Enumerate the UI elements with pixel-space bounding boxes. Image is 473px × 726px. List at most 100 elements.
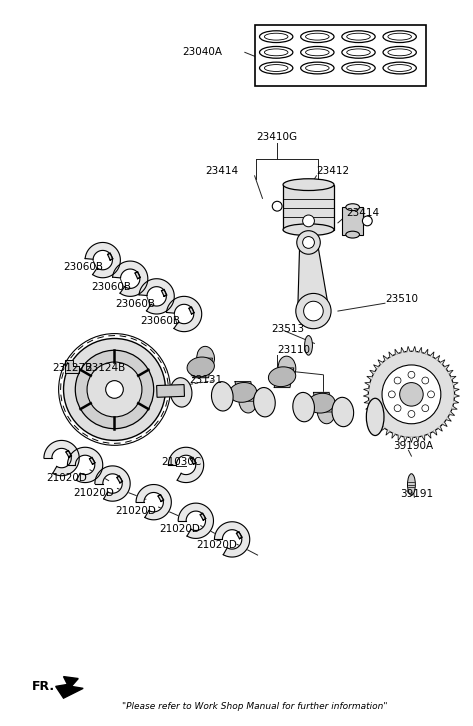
Circle shape bbox=[63, 338, 166, 441]
Ellipse shape bbox=[388, 65, 412, 71]
Ellipse shape bbox=[260, 62, 293, 74]
Polygon shape bbox=[433, 430, 437, 435]
Circle shape bbox=[304, 301, 323, 321]
Ellipse shape bbox=[347, 49, 370, 56]
Polygon shape bbox=[214, 522, 250, 557]
Polygon shape bbox=[370, 370, 375, 374]
Polygon shape bbox=[422, 436, 425, 441]
Polygon shape bbox=[113, 261, 148, 296]
Polygon shape bbox=[419, 347, 422, 353]
Polygon shape bbox=[410, 438, 413, 442]
Ellipse shape bbox=[347, 65, 370, 71]
Polygon shape bbox=[364, 400, 369, 404]
Ellipse shape bbox=[260, 30, 293, 43]
Polygon shape bbox=[442, 422, 447, 426]
Polygon shape bbox=[416, 437, 419, 442]
Text: 23110: 23110 bbox=[277, 346, 310, 355]
Circle shape bbox=[422, 405, 429, 412]
Polygon shape bbox=[190, 457, 196, 464]
Ellipse shape bbox=[383, 46, 416, 58]
Ellipse shape bbox=[346, 204, 359, 211]
Circle shape bbox=[382, 365, 441, 424]
Ellipse shape bbox=[239, 389, 257, 413]
Ellipse shape bbox=[170, 378, 192, 407]
Polygon shape bbox=[401, 347, 404, 353]
Text: 21020D: 21020D bbox=[46, 473, 87, 483]
Polygon shape bbox=[378, 360, 383, 364]
Ellipse shape bbox=[278, 356, 296, 380]
Polygon shape bbox=[449, 412, 455, 415]
Polygon shape bbox=[368, 412, 373, 415]
Polygon shape bbox=[407, 346, 410, 351]
Polygon shape bbox=[136, 484, 171, 520]
Circle shape bbox=[400, 383, 423, 406]
Polygon shape bbox=[413, 346, 416, 351]
Polygon shape bbox=[158, 494, 164, 502]
Polygon shape bbox=[454, 400, 459, 404]
Polygon shape bbox=[189, 307, 194, 314]
Circle shape bbox=[408, 371, 415, 378]
Circle shape bbox=[296, 293, 331, 329]
Circle shape bbox=[87, 362, 142, 417]
Polygon shape bbox=[298, 242, 329, 311]
Polygon shape bbox=[454, 388, 459, 391]
Polygon shape bbox=[452, 407, 457, 409]
Text: 23060B: 23060B bbox=[115, 299, 156, 309]
Polygon shape bbox=[274, 368, 294, 388]
Ellipse shape bbox=[264, 33, 288, 40]
Polygon shape bbox=[448, 370, 453, 374]
Polygon shape bbox=[44, 441, 79, 476]
Circle shape bbox=[408, 410, 415, 417]
Ellipse shape bbox=[301, 62, 334, 74]
Ellipse shape bbox=[264, 49, 288, 56]
Text: 23410G: 23410G bbox=[257, 131, 298, 142]
Ellipse shape bbox=[301, 30, 334, 43]
Polygon shape bbox=[66, 451, 71, 457]
Ellipse shape bbox=[293, 393, 315, 422]
Text: 23040A: 23040A bbox=[182, 47, 222, 57]
Ellipse shape bbox=[305, 335, 313, 355]
Polygon shape bbox=[168, 447, 204, 483]
Ellipse shape bbox=[307, 393, 335, 413]
Polygon shape bbox=[372, 417, 377, 421]
Polygon shape bbox=[398, 436, 401, 441]
Text: 23060B: 23060B bbox=[91, 282, 131, 292]
Bar bbox=[254, 25, 426, 86]
Text: 23510: 23510 bbox=[385, 294, 418, 304]
Circle shape bbox=[368, 351, 455, 438]
Polygon shape bbox=[451, 376, 456, 380]
Ellipse shape bbox=[260, 46, 293, 58]
Polygon shape bbox=[455, 394, 459, 397]
Text: 23127B: 23127B bbox=[52, 363, 92, 373]
Circle shape bbox=[362, 216, 372, 226]
Text: 23124B: 23124B bbox=[85, 363, 125, 373]
Text: 39190A: 39190A bbox=[393, 441, 433, 452]
Ellipse shape bbox=[342, 46, 375, 58]
Polygon shape bbox=[178, 503, 213, 539]
Polygon shape bbox=[364, 388, 369, 391]
Circle shape bbox=[303, 237, 315, 248]
Text: "Please refer to Work Shop Manual for further information": "Please refer to Work Shop Manual for fu… bbox=[123, 701, 388, 711]
Ellipse shape bbox=[306, 33, 329, 40]
Polygon shape bbox=[447, 417, 451, 421]
Text: 21020D: 21020D bbox=[196, 540, 236, 550]
Polygon shape bbox=[438, 426, 442, 431]
Polygon shape bbox=[386, 430, 390, 435]
Ellipse shape bbox=[317, 400, 335, 424]
Text: 21020D: 21020D bbox=[73, 489, 114, 498]
Polygon shape bbox=[366, 407, 371, 409]
Ellipse shape bbox=[347, 33, 370, 40]
Bar bbox=[157, 385, 184, 397]
Ellipse shape bbox=[187, 357, 214, 377]
Ellipse shape bbox=[283, 224, 334, 236]
Text: 23131: 23131 bbox=[189, 375, 222, 385]
Ellipse shape bbox=[306, 65, 329, 71]
Polygon shape bbox=[65, 360, 79, 372]
Polygon shape bbox=[383, 356, 387, 360]
Ellipse shape bbox=[268, 367, 296, 387]
Circle shape bbox=[75, 350, 154, 428]
Polygon shape bbox=[428, 433, 431, 439]
Polygon shape bbox=[235, 382, 254, 401]
Circle shape bbox=[394, 377, 401, 384]
Text: 23412: 23412 bbox=[316, 166, 350, 176]
